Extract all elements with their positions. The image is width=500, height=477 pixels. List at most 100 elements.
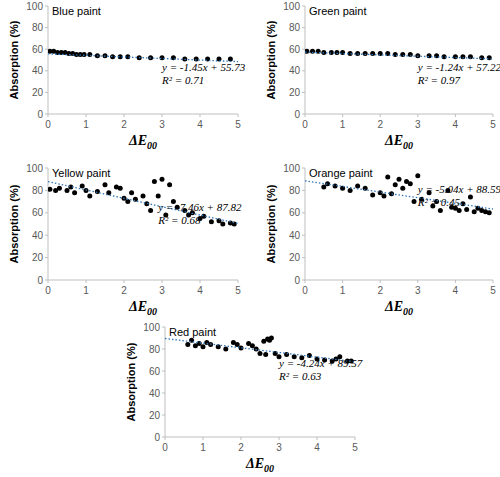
x-tick-label: 1 [340, 119, 346, 130]
y-tick-label: 40 [289, 230, 301, 241]
x-tick-label: 1 [340, 285, 346, 296]
data-point [453, 54, 458, 59]
x-tick-label: 5 [235, 119, 241, 130]
y-tick-label: 60 [32, 207, 44, 218]
data-point [412, 199, 417, 204]
panel: 020406080100012345Absorption (%)ΔE00Blue… [8, 1, 246, 152]
x-tick [200, 114, 201, 117]
x-tick-label: 2 [377, 285, 383, 296]
y-tick-label: 80 [32, 22, 44, 33]
x-tick [305, 114, 306, 117]
x-tick-label: 0 [45, 285, 51, 296]
x-tick [305, 280, 306, 283]
y-tick-label: 20 [289, 87, 301, 98]
x-tick [279, 437, 280, 440]
x-tick [455, 114, 456, 117]
x-tick-label: 3 [415, 119, 421, 130]
panel-title: Blue paint [52, 5, 101, 17]
data-point [460, 54, 465, 59]
data-point [129, 190, 134, 195]
x-axis-label-main: ΔE [384, 299, 403, 314]
y-tick-label: 80 [32, 185, 44, 196]
y-tick [302, 27, 305, 28]
y-axis-label: Absorption (%) [265, 184, 277, 263]
x-axis-label: ΔE00 [128, 133, 157, 151]
panel-title: Yellow paint [52, 167, 110, 179]
x-axis-label-main: ΔE [128, 133, 147, 148]
data-point [80, 183, 85, 188]
x-tick [342, 280, 343, 283]
y-tick-label: 20 [289, 252, 301, 263]
y-tick-label: 80 [149, 344, 161, 355]
data-point [82, 52, 87, 57]
x-tick [165, 437, 166, 440]
x-tick-label: 1 [200, 442, 206, 453]
annotation: y = -5.04x + 88.59 [417, 183, 500, 195]
y-tick-label: 40 [32, 230, 44, 241]
data-point [370, 192, 375, 197]
data-point [363, 51, 368, 56]
y-tick [302, 257, 305, 258]
x-tick [124, 114, 125, 117]
x-tick-label: 5 [490, 285, 496, 296]
data-point [72, 190, 77, 195]
data-point [48, 187, 52, 192]
y-axis-label: Absorption (%) [8, 184, 20, 263]
annotation: y = -7.46x + 87.82 [157, 201, 242, 213]
x-axis-label-main: ΔE [384, 133, 403, 148]
y-tick-label: 20 [149, 410, 161, 421]
x-tick-label: 2 [121, 119, 127, 130]
x-axis-line [305, 280, 493, 281]
data-point [235, 342, 240, 347]
x-tick-label: 2 [377, 119, 383, 130]
data-point [167, 182, 172, 187]
data-point [389, 191, 394, 196]
data-point [408, 181, 413, 186]
y-tick-label: 80 [289, 22, 301, 33]
data-point [400, 186, 405, 191]
x-axis-label: ΔE00 [384, 299, 413, 317]
y-tick-label: 100 [143, 322, 160, 333]
data-point [348, 188, 353, 193]
y-tick-label: 40 [289, 65, 301, 76]
y-tick-label: 20 [32, 252, 44, 263]
data-point [393, 182, 398, 187]
data-point [334, 50, 339, 55]
data-point [160, 177, 165, 182]
x-axis-line [305, 114, 493, 115]
data-point [438, 208, 443, 213]
y-tick [162, 349, 165, 350]
x-tick [241, 437, 242, 440]
annotation: R² = 0.63 [278, 370, 322, 382]
x-axis-label-sub: 00 [403, 140, 413, 151]
data-point [487, 210, 492, 215]
x-tick [355, 437, 356, 440]
data-point [141, 194, 146, 199]
y-tick-label: 60 [149, 366, 161, 377]
x-tick [342, 114, 343, 117]
data-point [87, 52, 92, 57]
data-point [156, 194, 161, 199]
x-tick [48, 114, 49, 117]
y-tick-label: 40 [149, 388, 161, 399]
x-tick-label: 2 [121, 285, 127, 296]
y-tick [302, 70, 305, 71]
x-axis-label-sub: 00 [147, 306, 157, 317]
y-tick [302, 49, 305, 50]
x-tick [455, 280, 456, 283]
figure: 020406080100012345Absorption (%)ΔE00Blue… [0, 0, 500, 477]
y-tick-label: 0 [37, 275, 43, 286]
y-axis-label: Absorption (%) [8, 20, 20, 99]
annotation: y = -4.24x + 89.57 [278, 357, 363, 369]
annotation: R² = 0.68 [157, 214, 201, 226]
y-tick [45, 92, 48, 93]
x-tick-label: 5 [490, 119, 496, 130]
data-point [381, 194, 386, 199]
x-axis-line [48, 280, 238, 281]
x-tick [493, 280, 494, 283]
data-point [57, 186, 62, 191]
x-tick [380, 280, 381, 283]
x-tick [493, 114, 494, 117]
x-tick [48, 280, 49, 283]
annotation: y = -1.45x + 55.73 [161, 61, 246, 73]
